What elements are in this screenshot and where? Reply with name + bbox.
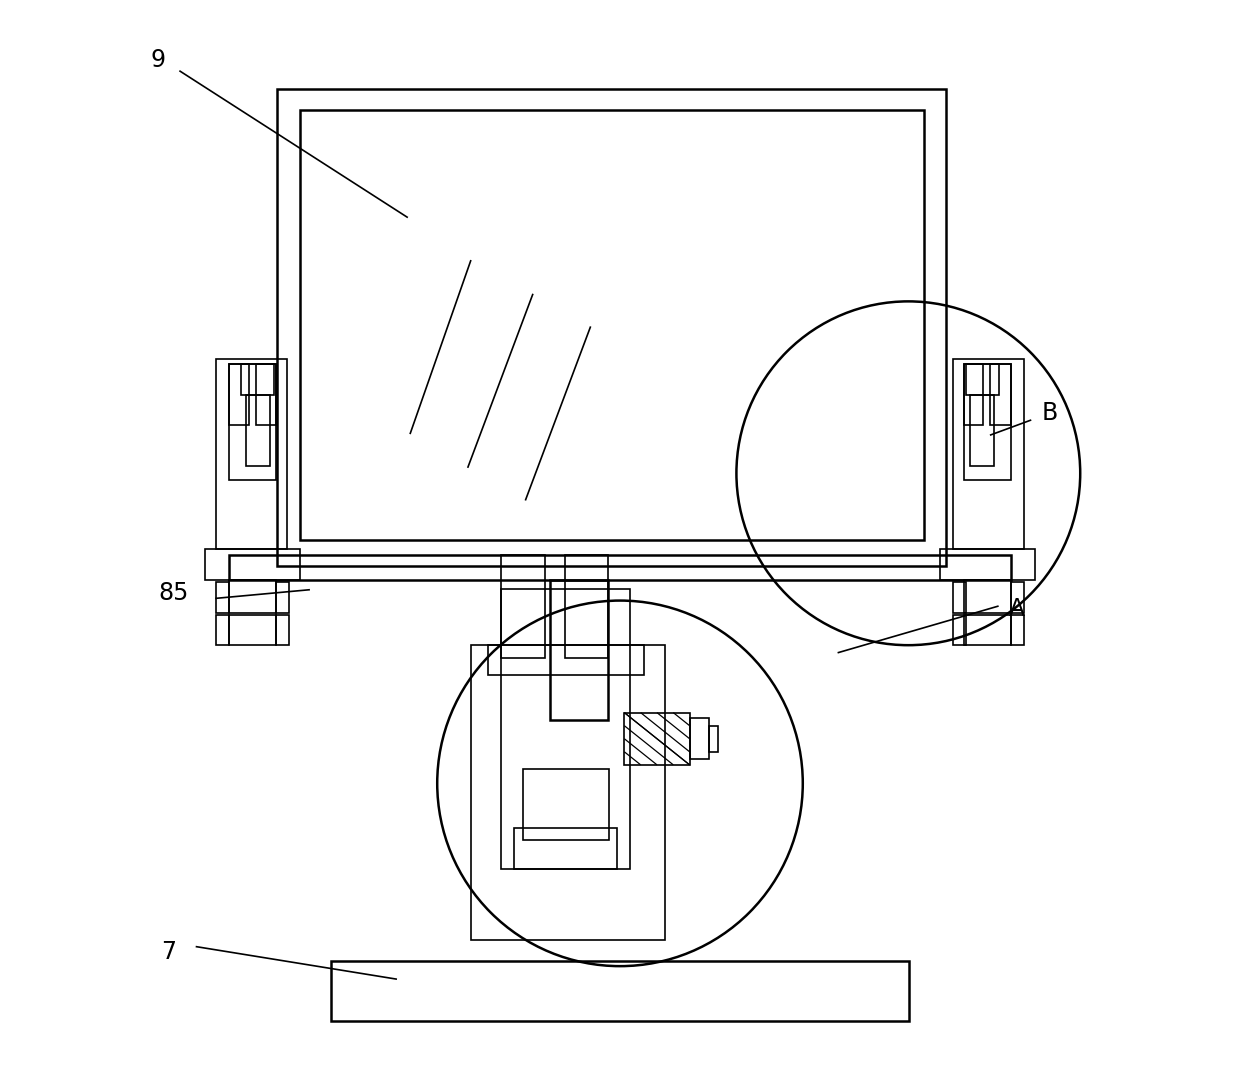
Bar [489,645,644,675]
Bar [963,615,1011,645]
Bar [300,110,924,540]
Bar [551,580,608,720]
Bar [246,395,269,466]
Bar [331,961,909,1021]
Bar [952,582,966,613]
Bar [216,615,229,645]
Text: 85: 85 [159,581,190,605]
Bar [952,359,1024,549]
Bar [501,555,544,658]
Text: 9: 9 [150,48,165,72]
Bar [1011,582,1024,613]
Bar [709,726,718,752]
Bar [971,395,994,466]
Bar [255,364,277,425]
Bar [963,580,1011,613]
Bar [966,364,998,395]
Bar [963,364,1011,480]
Bar [963,364,983,425]
Bar [515,828,616,869]
Bar [229,364,249,425]
Bar [229,580,277,613]
Bar [216,359,288,549]
Bar [206,549,300,580]
Bar [689,718,709,759]
Bar [1011,615,1024,645]
Bar [278,89,946,566]
Bar [229,615,277,645]
Bar [471,645,665,940]
Bar [501,589,630,869]
Bar [625,713,689,765]
Bar [940,549,1034,580]
Bar [990,364,1011,425]
Bar [216,582,229,613]
Bar [277,582,289,613]
Text: B: B [1042,401,1058,425]
Bar [564,555,608,658]
Bar [229,364,277,480]
Bar [277,615,289,645]
Bar [242,364,274,395]
Text: A: A [1009,597,1025,621]
Text: 7: 7 [161,940,176,964]
Bar [952,615,966,645]
Bar [523,769,609,840]
Bar [229,555,1011,580]
